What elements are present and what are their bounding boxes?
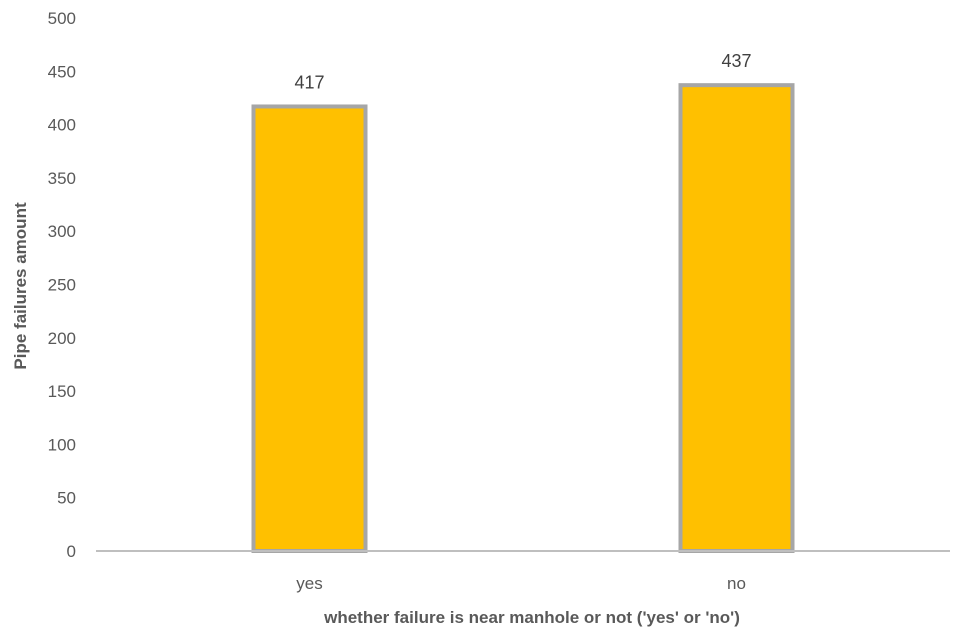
y-tick-label: 350 [48,169,76,188]
y-tick-label: 300 [48,222,76,241]
bars [251,83,795,554]
bar-yes [251,104,368,553]
category-label-yes: yes [296,574,322,593]
category-label-no: no [727,574,746,593]
y-tick-label: 150 [48,382,76,401]
y-tick-label: 400 [48,116,76,135]
bar-no [678,83,795,554]
y-tick-label: 100 [48,435,76,454]
y-tick-label: 500 [48,9,76,28]
data-label-no: 437 [721,51,751,71]
x-axis-title: whether failure is near manhole or not (… [323,608,740,627]
y-tick-label: 50 [57,489,76,508]
data-label-yes: 417 [294,72,324,92]
data-labels: 417 437 [294,51,751,92]
y-tick-label: 200 [48,329,76,348]
y-tick-label: 0 [67,542,76,561]
y-axis-ticks: 0 50 100 150 200 250 300 350 400 450 500 [48,9,76,561]
x-axis-category-labels: yes no [296,574,746,593]
y-tick-label: 250 [48,276,76,295]
y-axis-title: Pipe failures amount [11,202,30,370]
y-tick-label: 450 [48,62,76,81]
